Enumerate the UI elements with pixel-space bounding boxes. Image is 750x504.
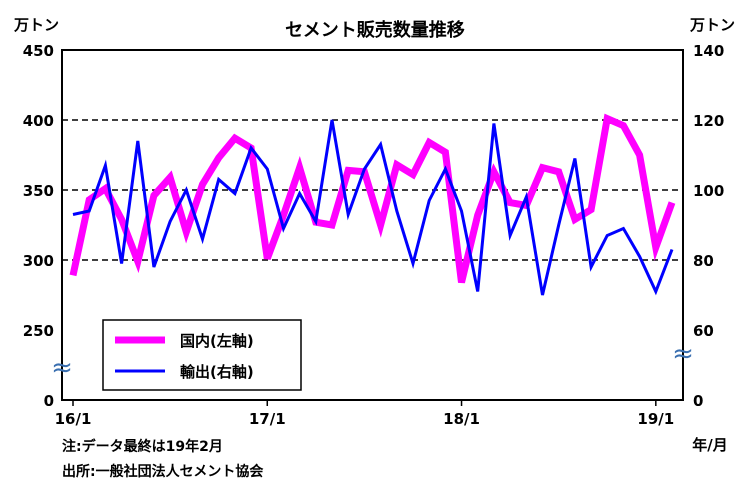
x-tick-label: 19/1 <box>637 410 674 428</box>
x-tick-label: 18/1 <box>443 410 480 428</box>
right-tick-label: 140 <box>693 42 724 60</box>
left-tick-label: 0 <box>44 392 54 410</box>
data-note: 注:データ最終は19年2月 <box>62 436 223 456</box>
source-note: 出所:一般社団法人セメント協会 <box>62 461 263 481</box>
left-axis-unit: 万トン <box>13 16 59 34</box>
left-tick-label: 350 <box>23 182 54 200</box>
left-axis-break-icon: ≈ <box>51 353 73 383</box>
left-tick-label: 450 <box>23 42 54 60</box>
x-tick-label: 16/1 <box>55 410 92 428</box>
right-axis-unit: 万トン <box>689 16 735 34</box>
right-axis-break-icon: ≈ <box>672 339 694 369</box>
right-tick-label: 60 <box>693 322 714 340</box>
left-tick-label: 300 <box>23 252 54 270</box>
right-tick-label: 100 <box>693 182 724 200</box>
right-tick-label: 80 <box>693 252 714 270</box>
right-tick-label: 120 <box>693 112 724 130</box>
left-tick-label: 400 <box>23 112 54 130</box>
x-axis-label: 年/月 <box>692 436 727 454</box>
left-tick-label: 250 <box>23 322 54 340</box>
legend-label-domestic: 国内(左軸) <box>180 332 254 350</box>
x-tick-label: 17/1 <box>249 410 286 428</box>
legend: 国内(左軸) 輸出(右軸) <box>103 320 301 390</box>
legend-label-export: 輸出(右軸) <box>180 363 254 381</box>
right-tick-label: 0 <box>693 392 703 410</box>
chart-title: セメント販売数量推移 <box>285 19 465 41</box>
